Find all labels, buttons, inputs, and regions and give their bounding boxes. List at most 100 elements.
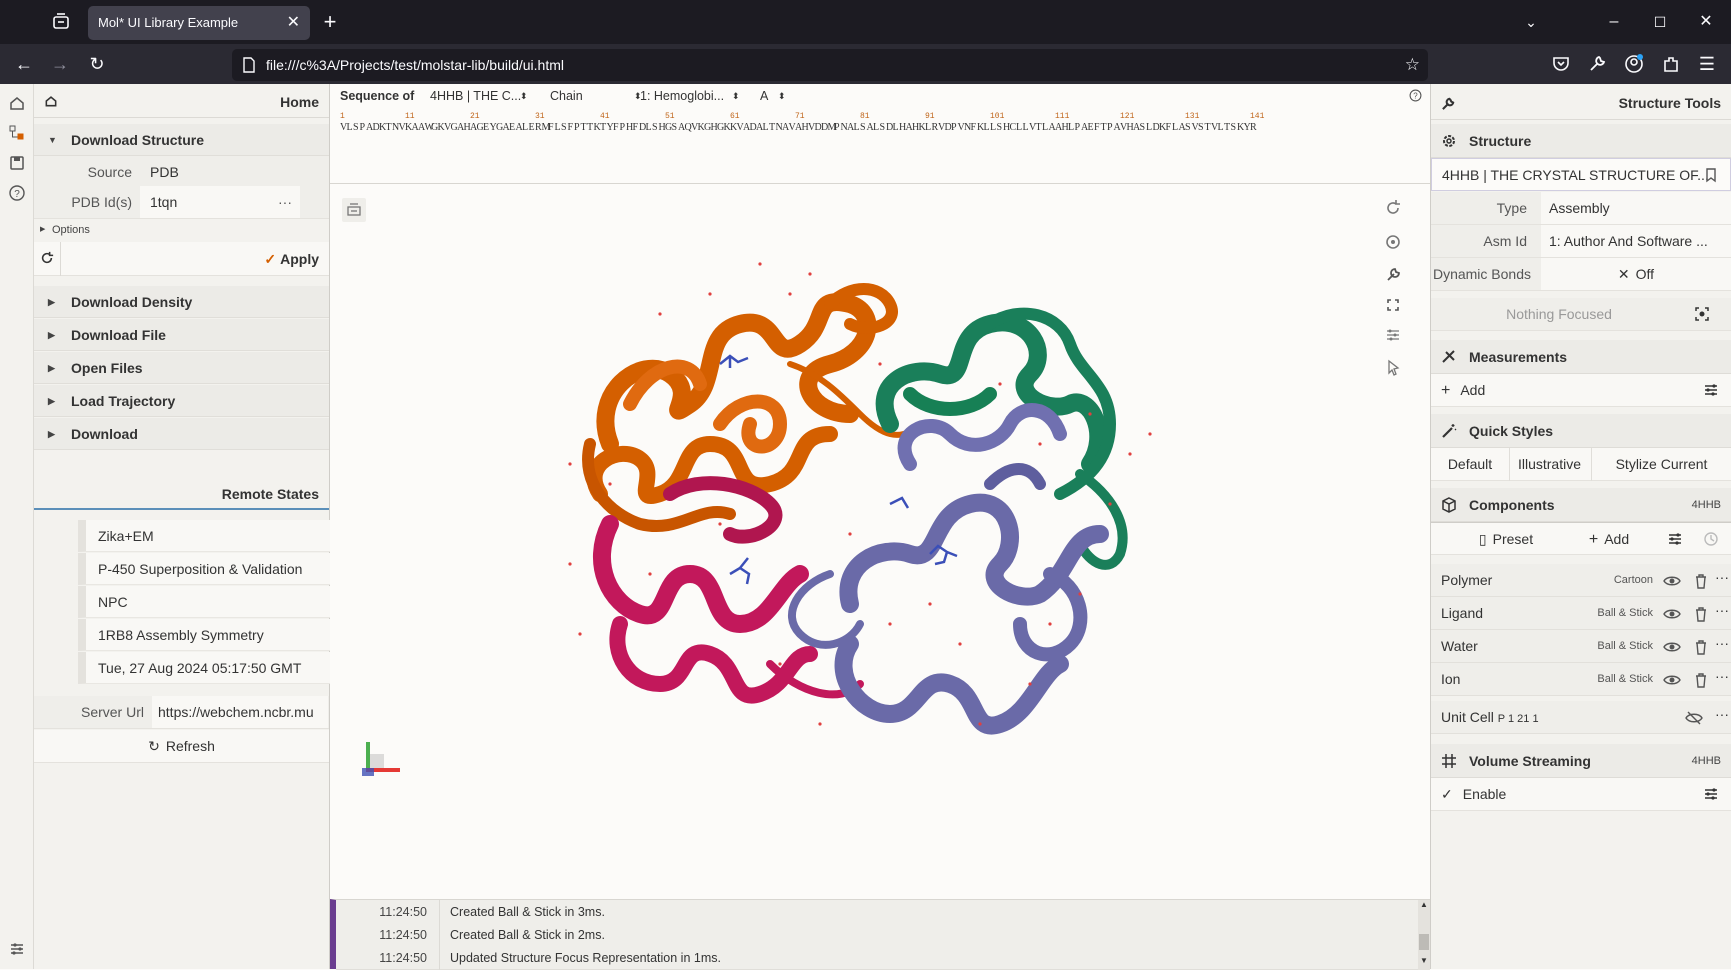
sequence-residue[interactable]: P (1075, 122, 1081, 133)
eye-icon[interactable] (1663, 638, 1681, 656)
mode-select[interactable]: Chain ⬍ (550, 84, 650, 108)
sequence-residue[interactable]: S (1140, 122, 1146, 133)
structure-select[interactable]: 4HHB | THE C... ⬍ (430, 84, 530, 108)
sequence-residue[interactable]: K (919, 122, 927, 133)
settings-sliders-icon[interactable] (1667, 531, 1683, 547)
log-scrollbar[interactable]: ▲ ▼ (1418, 900, 1430, 970)
sequence-residue[interactable]: G (431, 122, 438, 133)
sequence-residue[interactable]: G (704, 122, 711, 133)
maximize-icon[interactable]: ☐ (1653, 14, 1667, 30)
sequence-residue[interactable]: V (340, 122, 348, 133)
sequence-residue[interactable]: L (1172, 122, 1178, 133)
sequence-residue[interactable]: K (730, 122, 738, 133)
sequence-residue[interactable]: A (1114, 122, 1122, 133)
sequence-residue[interactable]: N (964, 122, 971, 133)
trash-icon[interactable] (1693, 638, 1709, 656)
type-select[interactable]: Assembly (1541, 192, 1731, 224)
more-options-icon[interactable]: ··· (1715, 668, 1729, 684)
sequence-residue[interactable]: A (743, 122, 751, 133)
sequence-residue[interactable]: S (353, 122, 359, 133)
home-icon[interactable] (8, 94, 26, 112)
sequence-residue[interactable]: A (503, 122, 511, 133)
close-tab-icon[interactable]: ✕ (286, 14, 300, 31)
sequence-residue[interactable]: F (1166, 122, 1172, 133)
structure-select[interactable]: 4HHB | THE CRYSTAL STRUCTURE OF... (1431, 158, 1731, 191)
sequence-residue[interactable]: H (899, 122, 906, 133)
sequence-residue[interactable]: L (522, 122, 528, 133)
scroll-up-icon[interactable]: ▲ (1420, 900, 1428, 909)
sequence-residue[interactable]: F (613, 122, 619, 133)
sequence-residue[interactable]: V (789, 122, 797, 133)
sequence-residue[interactable]: T (1224, 122, 1230, 133)
add-component-button[interactable]: + Add (1588, 531, 1630, 548)
sequence-residue[interactable]: R (535, 122, 542, 133)
sequence-residue[interactable]: L (925, 122, 931, 133)
sequence-residue[interactable]: V (1211, 122, 1219, 133)
measurements-header[interactable]: Measurements (1431, 340, 1731, 374)
sequence-residue[interactable]: A (366, 122, 374, 133)
sequence-residue[interactable]: A (457, 122, 465, 133)
sequence-residue[interactable]: M (542, 122, 551, 133)
sequence-residue[interactable]: L (1023, 122, 1029, 133)
settings-sliders-icon[interactable] (1380, 322, 1406, 348)
menu-icon[interactable]: ☰ (1698, 54, 1716, 74)
save-state-icon[interactable] (8, 154, 26, 172)
sequence-residue[interactable]: M (828, 122, 837, 133)
sequence-residue[interactable]: G (717, 122, 724, 133)
sequence-residue[interactable]: N (776, 122, 783, 133)
sequence-residue[interactable]: A (1049, 122, 1057, 133)
sequence-residue[interactable]: L (1218, 122, 1224, 133)
download-structure-header[interactable]: ▼ Download Structure (34, 124, 329, 156)
close-window-icon[interactable]: ✕ (1699, 13, 1713, 30)
sequence-residue[interactable]: R (932, 122, 939, 133)
sequence-residue[interactable]: A (1081, 122, 1089, 133)
scrollbar-thumb[interactable] (1419, 934, 1429, 950)
sequence-residue[interactable]: L (854, 122, 860, 133)
server-url-input[interactable]: https://webchem.ncbr.mu (152, 696, 328, 728)
trash-icon[interactable] (1693, 572, 1709, 590)
more-options-icon[interactable]: ··· (1715, 569, 1729, 585)
help-icon[interactable]: ? (8, 184, 26, 202)
fullscreen-icon[interactable] (1380, 292, 1406, 318)
sequence-residue[interactable]: Y (607, 122, 614, 133)
dynamic-bonds-toggle[interactable]: ✕ Off (1541, 258, 1731, 290)
sequence-residue[interactable]: W (425, 122, 435, 133)
forward-icon[interactable]: → (51, 54, 69, 74)
sequence-residue[interactable]: F (1094, 122, 1100, 133)
remote-state-item[interactable]: 1RB8 Assembly Symmetry (78, 619, 330, 651)
screenshot-icon[interactable] (1380, 229, 1406, 255)
reset-camera-icon[interactable] (1380, 195, 1406, 221)
sequence-residue[interactable]: V (1120, 122, 1128, 133)
sequence-residue[interactable]: D (750, 122, 757, 133)
sequence-residue[interactable]: A (847, 122, 855, 133)
sequence-residue[interactable]: L (1068, 122, 1074, 133)
sequence-residue[interactable]: S (997, 122, 1003, 133)
sequence-residue[interactable]: F (548, 122, 554, 133)
tab-overview-icon[interactable] (49, 10, 73, 34)
sequence-residue[interactable]: S (880, 122, 886, 133)
component-row-ligand[interactable]: Ligand Ball & Stick ··· (1431, 597, 1731, 630)
section-download-file[interactable]: ▶ Download File (34, 319, 329, 351)
sequence-residue[interactable]: T (600, 122, 606, 133)
eye-icon[interactable] (1663, 572, 1681, 590)
sequence-residue[interactable]: A (516, 122, 524, 133)
selection-mode-icon[interactable] (1380, 354, 1406, 380)
sequence-residue[interactable]: F (568, 122, 574, 133)
sequence-residue[interactable]: G (451, 122, 458, 133)
components-header[interactable]: Components 4HHB (1431, 488, 1731, 522)
component-row-ion[interactable]: Ion Ball & Stick ··· (1431, 663, 1731, 696)
sequence-residue[interactable]: L (1146, 122, 1152, 133)
sequence-residue[interactable]: H (1127, 122, 1134, 133)
sequence-residue[interactable]: Q (685, 122, 693, 133)
sequence-residue[interactable]: V (399, 122, 407, 133)
sequence-residue[interactable]: T (1101, 122, 1107, 133)
pdb-ids-input[interactable]: 1tqn (140, 186, 300, 218)
volume-streaming-header[interactable]: Volume Streaming 4HHB (1431, 744, 1731, 778)
sequence-residue[interactable]: K (1159, 122, 1167, 133)
sequence-residue[interactable]: L (984, 122, 990, 133)
sequence-residue[interactable]: L (646, 122, 652, 133)
sequence-residue[interactable]: V (691, 122, 699, 133)
sequence-residue[interactable]: D (945, 122, 952, 133)
sequence-residue[interactable]: L (990, 122, 996, 133)
